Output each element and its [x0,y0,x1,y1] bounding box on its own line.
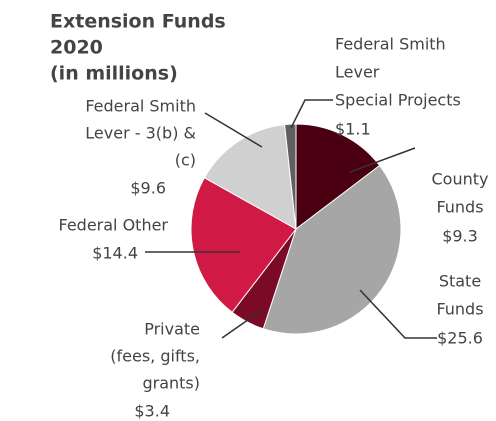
chart-title: Extension Funds [50,11,226,33]
slice-label: Funds [436,300,483,319]
slice-label: State [439,272,481,291]
slice-label: Special Projects [335,91,461,110]
slice-label: Private [144,320,200,339]
slice-label: County [432,170,489,189]
value-label: $9.6 [130,179,166,198]
leader-line [349,147,416,173]
slice-label: (c) [175,151,196,170]
chart-title: (in millions) [50,63,178,85]
pie-slice [203,124,297,230]
slice-label: Funds [436,198,483,217]
leader-line [204,112,263,148]
value-label: $3.4 [134,402,170,421]
leader-line [359,289,437,339]
slice-label: (fees, gifts, [110,347,200,366]
slice-label: Lever - 3(b) & [85,124,196,143]
pie-slice [295,123,381,231]
value-label: $1.1 [335,120,371,139]
leader-line [221,309,263,339]
pie-slice [190,177,297,314]
slice-label: Federal Smith [335,35,446,54]
value-label: $25.6 [437,329,483,348]
pie-slice [284,123,297,230]
pie-slice [262,164,402,335]
slice-label: grants) [142,374,200,393]
slice-label: Federal Other [58,216,168,235]
slice-label: Federal Smith [85,97,196,116]
value-label: $14.4 [92,244,138,263]
value-label: $9.3 [442,227,478,246]
slice-label: Lever [335,63,380,82]
chart-title: 2020 [50,37,103,59]
leader-line [290,99,333,129]
